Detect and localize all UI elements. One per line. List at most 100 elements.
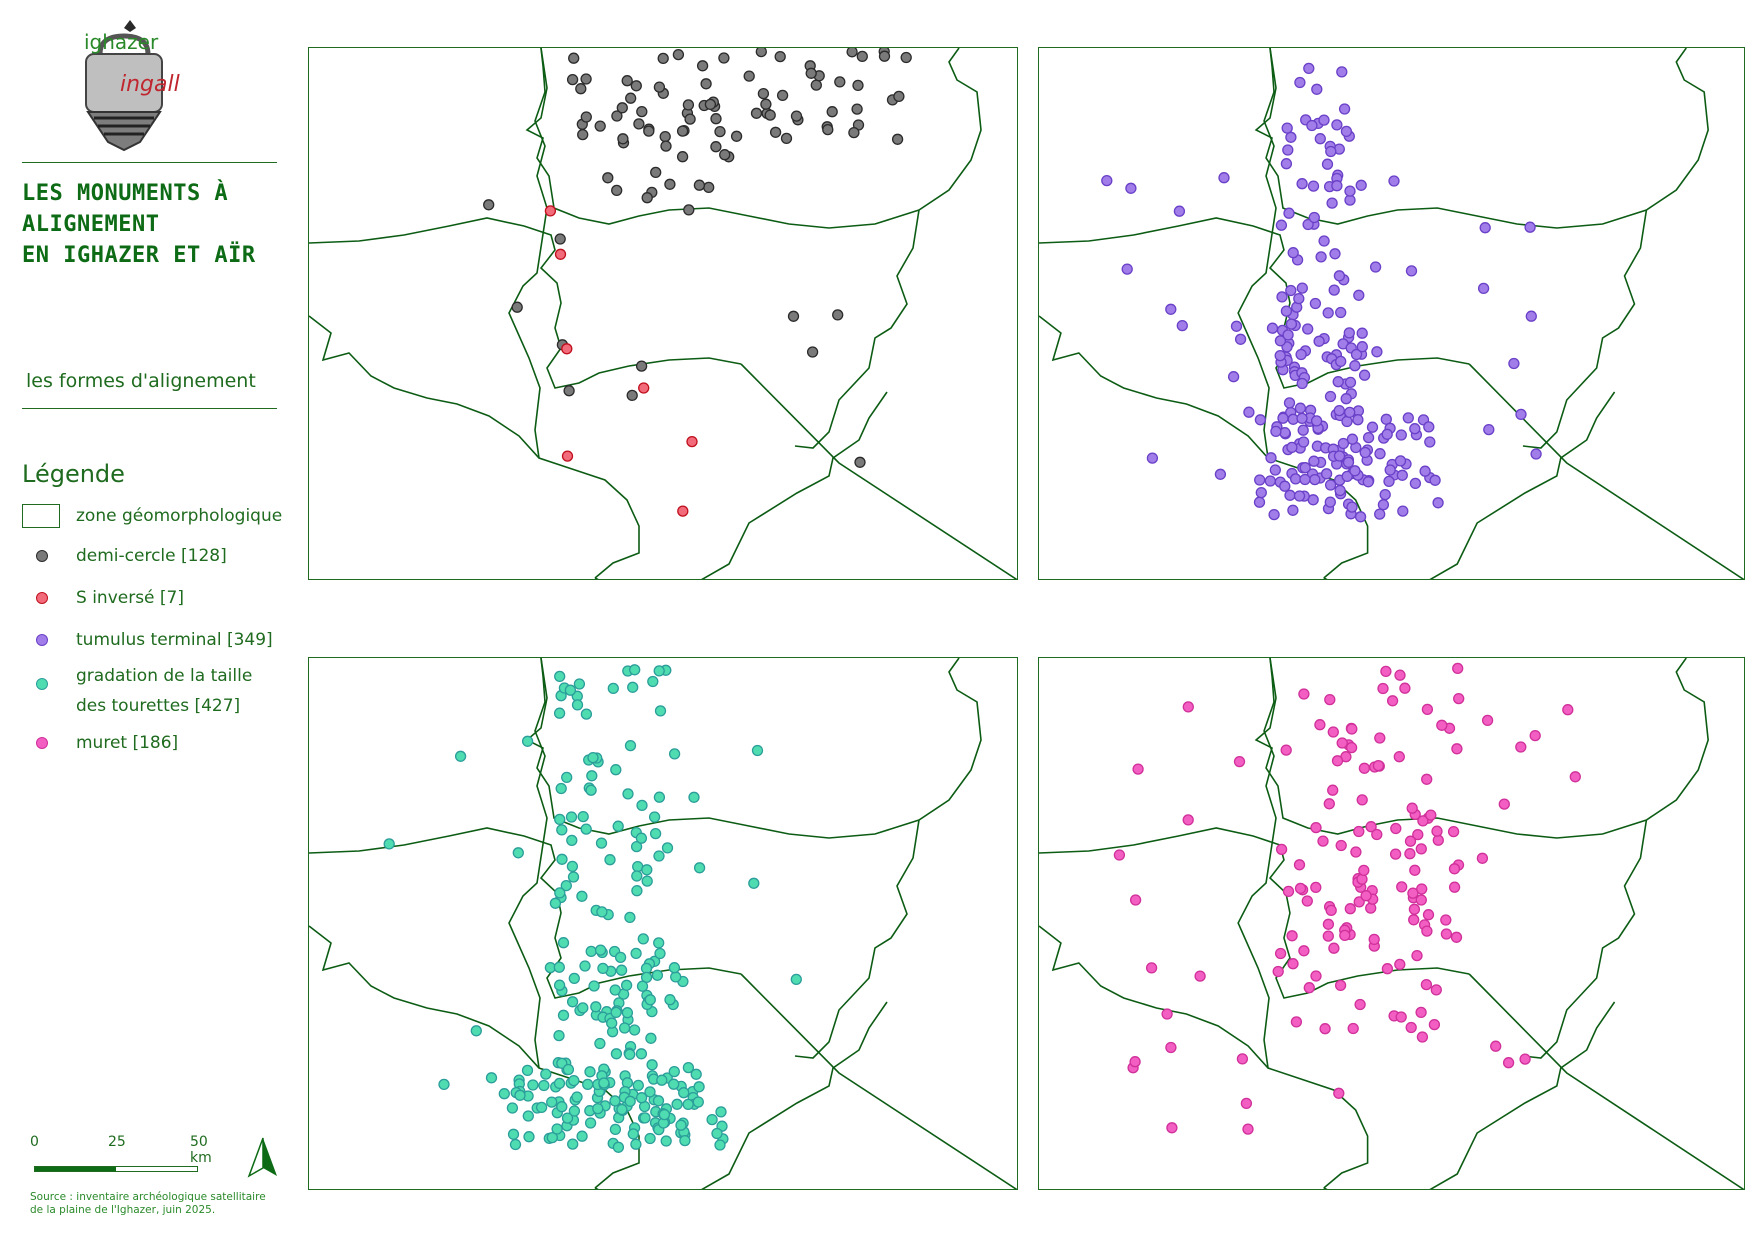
site-point bbox=[636, 980, 649, 992]
site-point bbox=[1405, 1021, 1417, 1034]
site-point bbox=[612, 1141, 625, 1153]
site-point bbox=[1397, 505, 1409, 517]
site-point bbox=[592, 1102, 604, 1115]
site-point bbox=[832, 309, 844, 321]
zone-boundary bbox=[1039, 925, 1369, 1189]
site-point bbox=[1353, 896, 1365, 908]
site-point bbox=[1270, 425, 1282, 438]
site-point bbox=[612, 820, 624, 832]
site-point bbox=[470, 1025, 482, 1037]
site-point bbox=[1145, 962, 1158, 974]
zone-boundary bbox=[740, 973, 1017, 1189]
site-point bbox=[1408, 914, 1420, 926]
site-point bbox=[1417, 815, 1429, 827]
zone-boundary bbox=[309, 827, 742, 999]
site-point bbox=[610, 1048, 623, 1060]
site-point bbox=[1359, 446, 1371, 459]
zone-boundary bbox=[740, 363, 1017, 579]
site-point bbox=[611, 184, 623, 197]
site-point bbox=[1407, 887, 1419, 899]
site-point bbox=[563, 385, 575, 397]
site-point bbox=[1317, 835, 1329, 847]
scale-label-0: 0 bbox=[30, 1134, 39, 1150]
site-point bbox=[755, 48, 767, 58]
site-point bbox=[624, 1095, 636, 1107]
site-point bbox=[620, 979, 633, 991]
site-point bbox=[644, 994, 656, 1006]
site-point bbox=[568, 1105, 581, 1117]
site-point bbox=[596, 906, 608, 918]
site-point bbox=[556, 1101, 568, 1113]
site-point bbox=[609, 1123, 622, 1136]
site-point bbox=[1415, 1006, 1427, 1019]
map-svg-gradation bbox=[309, 658, 1017, 1189]
site-point bbox=[1440, 914, 1452, 926]
site-point bbox=[544, 205, 557, 217]
site-point bbox=[1324, 479, 1337, 491]
site-point bbox=[1274, 947, 1287, 960]
zone-boundary bbox=[508, 48, 548, 459]
site-point bbox=[617, 133, 629, 145]
site-point bbox=[671, 1098, 683, 1110]
site-point bbox=[1515, 408, 1527, 421]
site-point bbox=[1336, 737, 1348, 749]
site-point bbox=[637, 933, 649, 945]
site-point bbox=[834, 76, 846, 88]
site-point bbox=[1299, 473, 1311, 486]
source-line-2: de la plaine de l'Ighazer, juin 2025. bbox=[30, 1204, 216, 1216]
site-point bbox=[1355, 179, 1367, 191]
site-point bbox=[1309, 297, 1322, 310]
site-point bbox=[1341, 415, 1353, 428]
site-point bbox=[1325, 904, 1337, 917]
site-point bbox=[1431, 825, 1443, 837]
site-point bbox=[597, 962, 609, 975]
site-point bbox=[646, 1059, 658, 1071]
site-point bbox=[1390, 822, 1402, 835]
site-point bbox=[1525, 310, 1537, 322]
zone-boundary bbox=[1323, 391, 1616, 579]
site-point bbox=[1296, 178, 1308, 190]
site-point bbox=[590, 1001, 602, 1013]
site-point bbox=[636, 105, 648, 118]
site-point bbox=[383, 838, 395, 850]
dot-symbol-teal bbox=[36, 678, 48, 690]
zone-boundary bbox=[1039, 217, 1470, 389]
north-arrow-icon bbox=[246, 1136, 280, 1178]
site-point bbox=[607, 682, 619, 695]
site-point bbox=[790, 973, 802, 986]
site-point bbox=[1343, 327, 1355, 339]
site-point bbox=[1310, 415, 1323, 427]
site-point bbox=[1394, 958, 1406, 971]
site-point bbox=[627, 1128, 639, 1140]
site-point bbox=[1275, 843, 1288, 856]
site-point bbox=[580, 823, 592, 835]
site-point bbox=[551, 1123, 563, 1135]
site-point bbox=[1354, 998, 1366, 1011]
site-point bbox=[1380, 665, 1392, 678]
site-point bbox=[610, 764, 622, 776]
site-point bbox=[1432, 834, 1444, 846]
site-point bbox=[700, 78, 712, 90]
site-point bbox=[1334, 484, 1346, 497]
site-point bbox=[668, 962, 681, 974]
site-point bbox=[1294, 76, 1306, 89]
zone-boundary bbox=[594, 391, 888, 579]
zone-boundary-east bbox=[794, 209, 920, 449]
site-point bbox=[1315, 251, 1327, 263]
site-point bbox=[664, 178, 676, 190]
site-point bbox=[1308, 211, 1320, 224]
site-point bbox=[621, 75, 633, 87]
site-point bbox=[1519, 1053, 1531, 1065]
site-point bbox=[1255, 486, 1267, 499]
map-panel-tumulus-terminal bbox=[1038, 47, 1745, 580]
source-line-1: Source : inventaire archéologique satell… bbox=[30, 1191, 266, 1203]
site-point bbox=[846, 48, 858, 58]
site-point bbox=[1421, 773, 1433, 785]
site-point bbox=[454, 750, 467, 762]
site-point bbox=[553, 1029, 565, 1042]
site-point bbox=[553, 979, 566, 991]
site-point bbox=[485, 1072, 498, 1084]
zone-boundary bbox=[309, 217, 742, 389]
site-point bbox=[1303, 62, 1315, 75]
site-point bbox=[1310, 970, 1322, 982]
